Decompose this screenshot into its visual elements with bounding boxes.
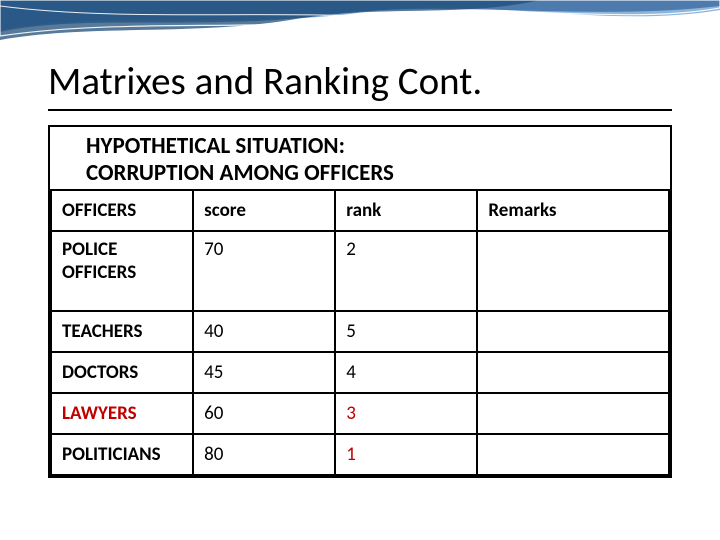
cell-score: 70 [193, 231, 335, 311]
col-header-officers: OFFICERS [51, 190, 193, 231]
cell-score: 45 [193, 352, 335, 393]
subtitle-line1: HYPOTHETICAL SITUATION: [86, 132, 345, 160]
cell-score: 80 [193, 434, 335, 475]
table-row: LAWYERS603 [51, 393, 669, 434]
cell-remarks [477, 352, 669, 393]
cell-rank: 3 [335, 393, 477, 434]
cell-score: 60 [193, 393, 335, 434]
slide-container: Matrixes and Ranking Cont. HYPOTHETICAL … [0, 0, 720, 498]
col-header-rank: rank [335, 190, 477, 231]
cell-officer: LAWYERS [51, 393, 193, 434]
col-header-remarks: Remarks [477, 190, 669, 231]
table-row: DOCTORS454 [51, 352, 669, 393]
cell-remarks [477, 393, 669, 434]
content-box: HYPOTHETICAL SITUATION: CORRUPTION AMONG… [48, 125, 672, 478]
subtitle-line2: CORRUPTION AMONG OFFICERS [86, 159, 394, 187]
cell-rank: 2 [335, 231, 477, 311]
cell-rank: 1 [335, 434, 477, 475]
subtitle: HYPOTHETICAL SITUATION: CORRUPTION AMONG… [50, 133, 670, 189]
table-body: POLICE OFFICERS702TEACHERS405DOCTORS454L… [51, 231, 669, 475]
cell-remarks [477, 231, 669, 311]
table-row: TEACHERS405 [51, 311, 669, 352]
cell-remarks [477, 311, 669, 352]
cell-officer: TEACHERS [51, 311, 193, 352]
cell-rank: 5 [335, 311, 477, 352]
col-header-score: score [193, 190, 335, 231]
cell-score: 40 [193, 311, 335, 352]
table-row: POLICE OFFICERS702 [51, 231, 669, 311]
cell-officer: DOCTORS [51, 352, 193, 393]
cell-officer: POLICE OFFICERS [51, 231, 193, 311]
cell-officer: POLITICIANS [51, 434, 193, 475]
ranking-table: OFFICERS score rank Remarks POLICE OFFIC… [50, 189, 670, 476]
cell-remarks [477, 434, 669, 475]
cell-rank: 4 [335, 352, 477, 393]
slide-title: Matrixes and Ranking Cont. [48, 58, 672, 111]
table-header-row: OFFICERS score rank Remarks [51, 190, 669, 231]
table-row: POLITICIANS801 [51, 434, 669, 475]
